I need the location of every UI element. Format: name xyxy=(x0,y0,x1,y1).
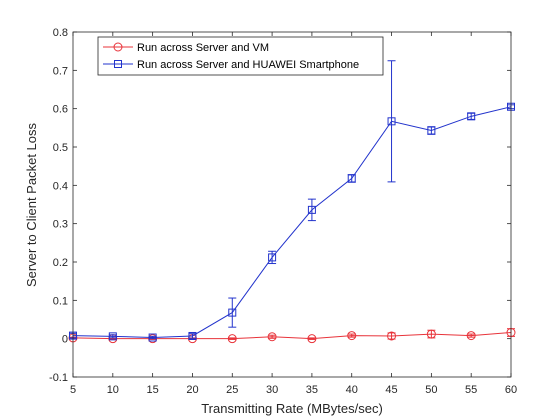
x-tick-label: 30 xyxy=(266,384,278,396)
data-point xyxy=(148,333,157,342)
legend-marker xyxy=(113,42,123,52)
data-point xyxy=(387,117,396,126)
y-tick-label: 0 xyxy=(62,334,68,346)
data-point xyxy=(307,334,317,344)
y-tick-label: -0.1 xyxy=(49,372,68,384)
y-tick-label: 0.3 xyxy=(53,219,68,231)
legend-entry-label: Run across Server and HUAWEI Smartphone xyxy=(137,59,359,71)
data-point xyxy=(426,329,436,339)
x-tick-label: 60 xyxy=(505,384,517,396)
series-2 xyxy=(69,60,515,342)
x-axis-label: Transmitting Rate (MBytes/sec) xyxy=(201,401,383,416)
data-point xyxy=(387,331,397,341)
legend-marker xyxy=(114,60,122,68)
x-tick-label: 50 xyxy=(425,384,437,396)
data-point xyxy=(267,332,277,342)
data-point xyxy=(307,205,316,214)
data-point xyxy=(467,112,476,121)
plot-area xyxy=(73,32,511,377)
x-tick-label: 35 xyxy=(306,384,318,396)
x-tick-label: 15 xyxy=(147,384,159,396)
data-point xyxy=(228,308,237,317)
y-tick-label: 0.8 xyxy=(53,27,68,39)
data-point xyxy=(427,126,436,135)
data-point xyxy=(466,331,476,341)
y-tick-label: 0.2 xyxy=(53,257,68,269)
x-tick-label: 55 xyxy=(465,384,477,396)
data-point xyxy=(347,174,356,183)
axis-ticks: 5 10 15 20 25 30 35 40 45 50 55 60 -0.1 0 0.1 0.2 0.3 0.4… xyxy=(49,27,517,396)
y-axis-label: Server to Client Packet Loss xyxy=(24,122,39,287)
x-tick-label: 40 xyxy=(346,384,358,396)
legend: Run across Server and VM Run across Serve… xyxy=(97,36,384,76)
y-tick-label: 0.7 xyxy=(53,65,68,77)
y-tick-label: 0.5 xyxy=(53,142,68,154)
data-point xyxy=(108,332,117,341)
data-point xyxy=(268,253,277,262)
y-tick-label: 0.1 xyxy=(53,295,68,307)
x-tick-label: 25 xyxy=(226,384,238,396)
x-tick-label: 20 xyxy=(186,384,198,396)
data-point xyxy=(188,331,197,340)
plot-frame xyxy=(72,31,512,378)
y-tick-label: 0.6 xyxy=(53,104,68,116)
data-series xyxy=(68,60,516,344)
legend-box xyxy=(97,36,384,76)
series-line xyxy=(72,106,512,339)
data-point xyxy=(227,334,237,344)
data-point xyxy=(347,331,357,341)
legend-entry-label: Run across Server and VM xyxy=(137,42,269,54)
series-line xyxy=(72,332,512,340)
y-tick-label: 0.4 xyxy=(53,180,68,192)
x-tick-label: 45 xyxy=(385,384,397,396)
x-tick-label: 5 xyxy=(70,384,76,396)
x-tick-label: 10 xyxy=(107,384,119,396)
